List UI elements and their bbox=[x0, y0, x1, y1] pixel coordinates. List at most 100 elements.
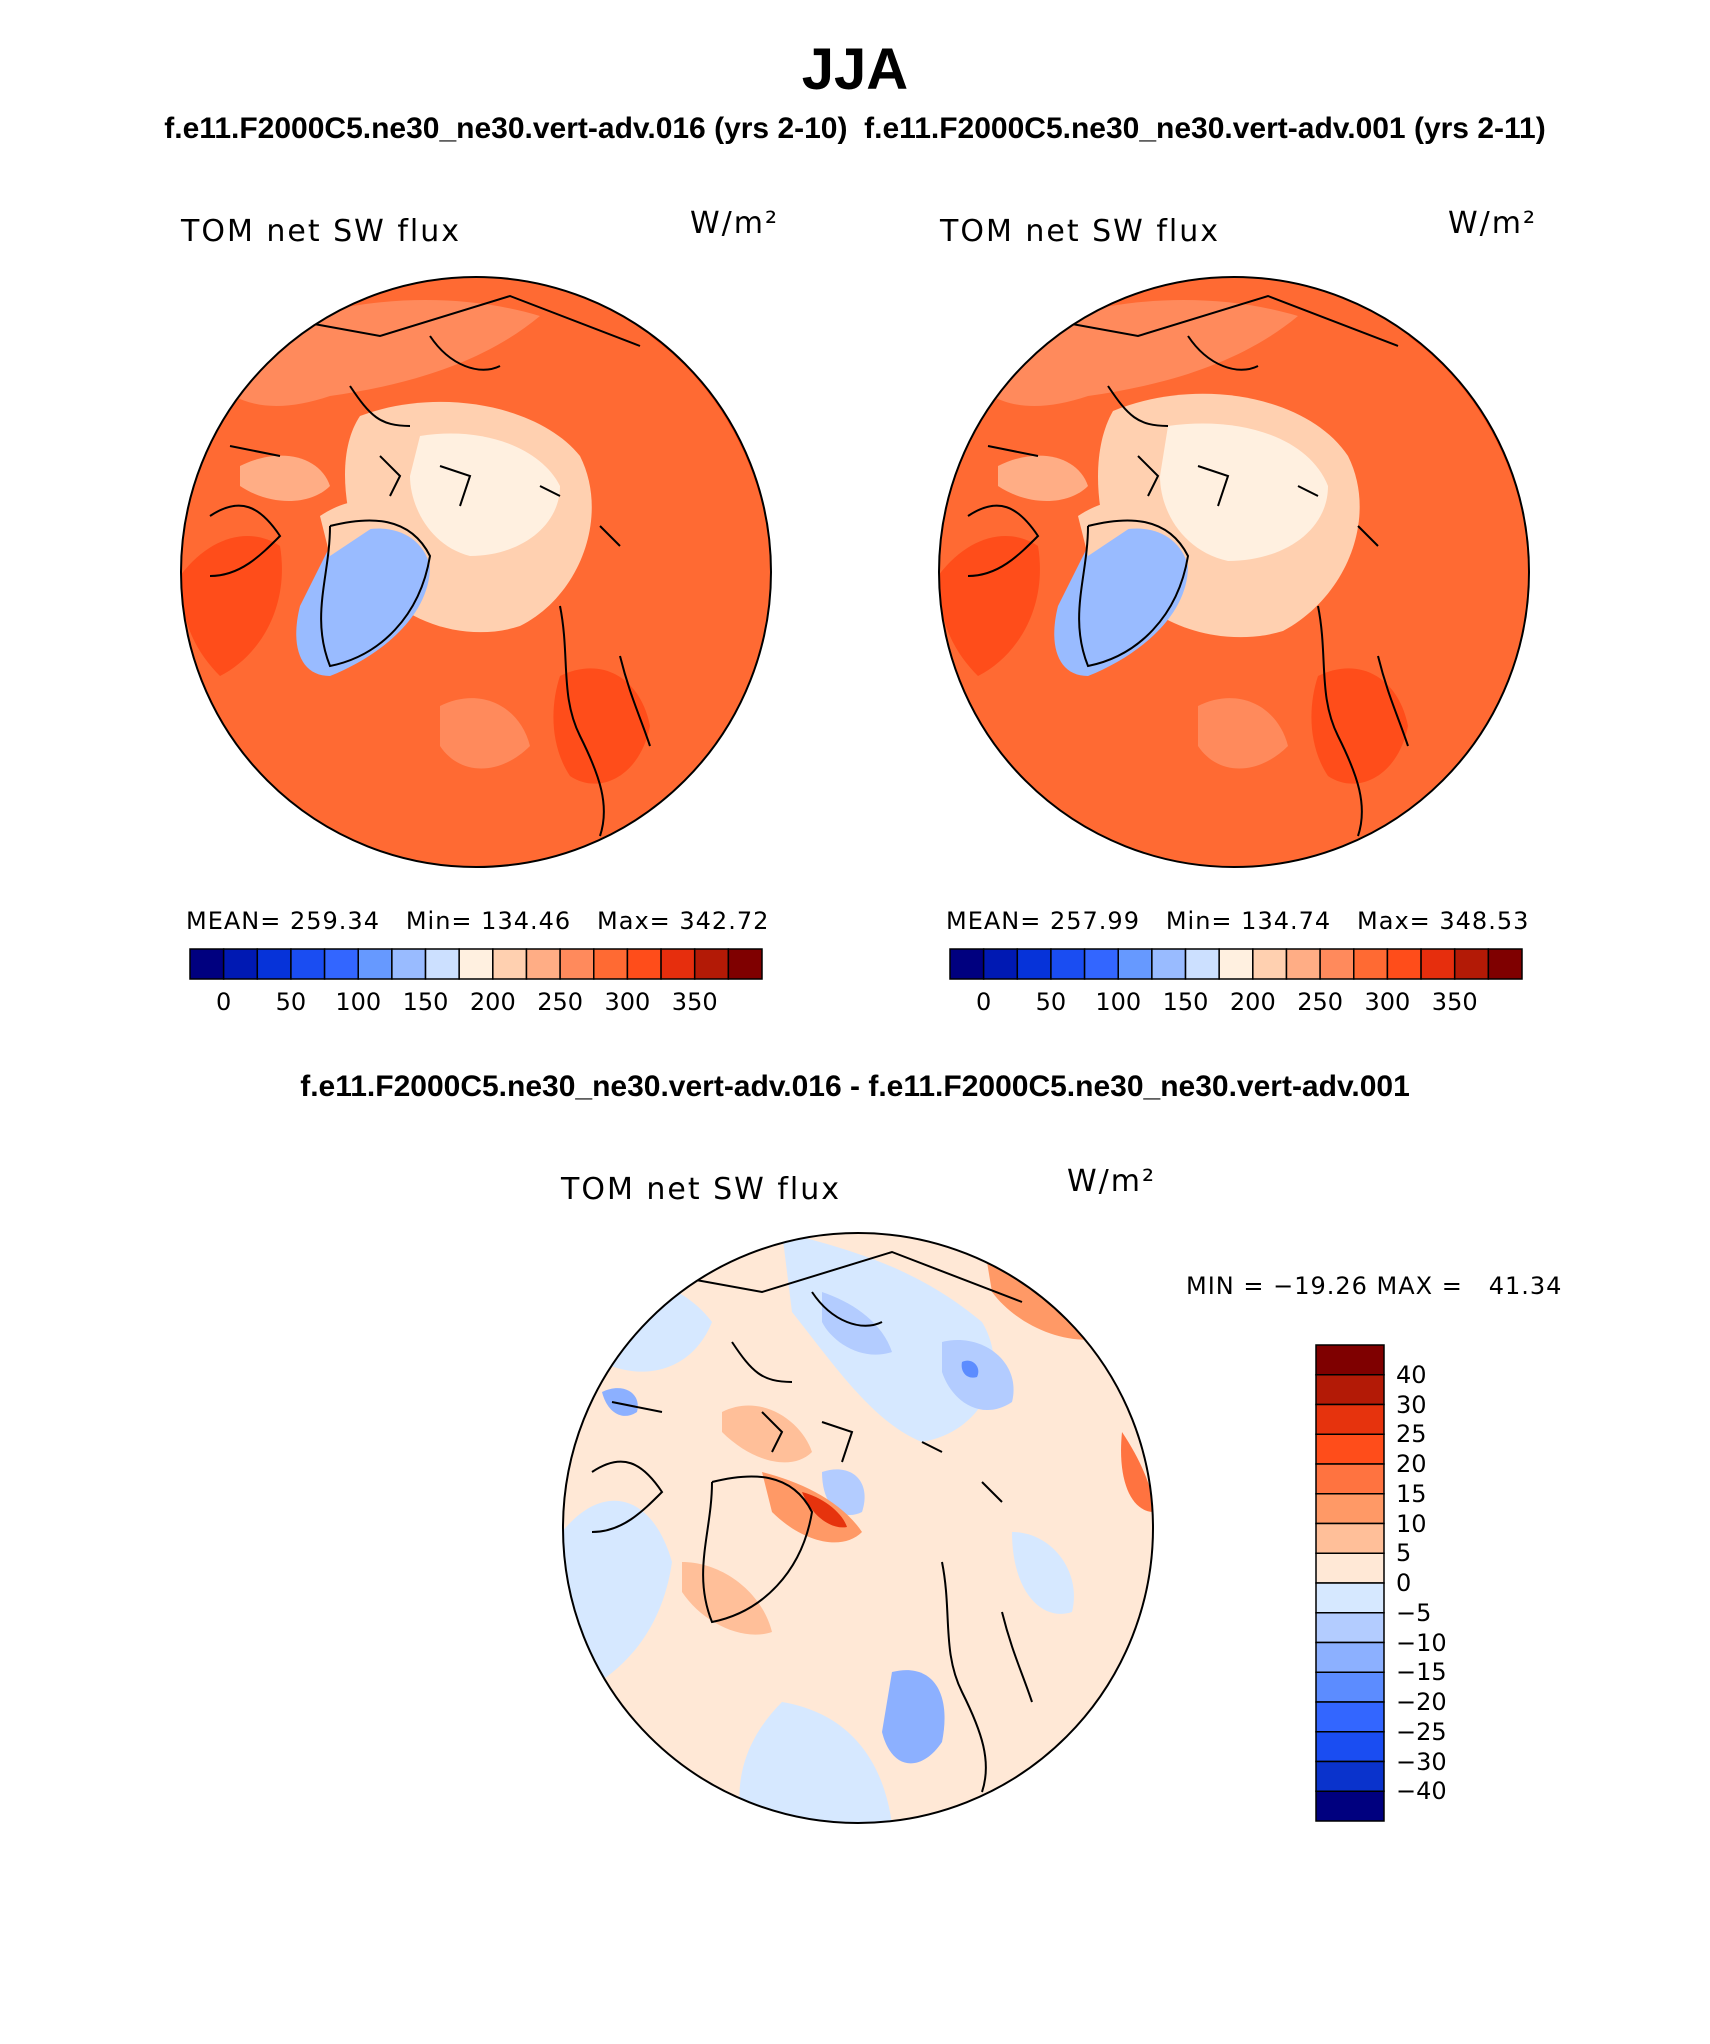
panel1-colorbar-box bbox=[593, 948, 629, 980]
panel1-map bbox=[180, 276, 772, 868]
panel1-field-label: TOM net SW flux bbox=[181, 214, 462, 249]
panel2-colorbar-box bbox=[1117, 948, 1153, 980]
panel2-colorbar-box bbox=[1050, 948, 1086, 980]
panel3-colorbar-box bbox=[1315, 1344, 1385, 1376]
panel3-colorbar-tick-label: 5 bbox=[1396, 1539, 1412, 1568]
panel2-colorbar bbox=[949, 948, 1523, 980]
panel1-colorbar-box bbox=[357, 948, 393, 980]
panel2-colorbar-box bbox=[949, 948, 985, 980]
panel3-colorbar-tick-label: −5 bbox=[1396, 1598, 1432, 1627]
panel2-colorbar-ticks: 0 50 100 150 200 250 300 350 bbox=[950, 988, 1522, 1018]
panel3-colorbar-box bbox=[1315, 1701, 1385, 1733]
panel3-colorbar-box bbox=[1315, 1582, 1385, 1614]
panel2-stats: MEAN= 257.99 Min= 134.74 Max= 348.53 bbox=[946, 907, 1530, 935]
panel3-colorbar-tick-label: 20 bbox=[1396, 1450, 1427, 1478]
panel3-colorbar-tick-label: 40 bbox=[1396, 1360, 1427, 1389]
panel2-colorbar-tick-label: 250 bbox=[1297, 988, 1344, 1016]
panel3-colorbar-tick-label: −20 bbox=[1396, 1688, 1447, 1716]
panel1-colorbar-box bbox=[290, 948, 326, 980]
panel2-colorbar-box bbox=[1083, 948, 1119, 980]
difference-title: f.e11.F2000C5.ne30_ne30.vert-adv.016 - f… bbox=[300, 1070, 1410, 1103]
panel2-colorbar-tick-label: 200 bbox=[1229, 988, 1276, 1016]
panel3-field-label: TOM net SW flux bbox=[561, 1172, 842, 1207]
panel3-colorbar-box bbox=[1315, 1403, 1385, 1435]
panel1-unit-label: W/m² bbox=[690, 206, 780, 241]
panel1-colorbar-box bbox=[222, 948, 259, 980]
panel1-colorbar-box bbox=[660, 948, 696, 980]
panel3-colorbar-box bbox=[1315, 1552, 1385, 1584]
panel3-colorbar-box bbox=[1315, 1790, 1385, 1822]
panel3-colorbar-box bbox=[1315, 1522, 1385, 1554]
case-titles: f.e11.F2000C5.ne30_ne30.vert-adv.016 (yr… bbox=[164, 112, 1546, 145]
figure-title: JJA bbox=[801, 37, 909, 102]
panel1-colorbar-box bbox=[424, 948, 460, 980]
panel2-colorbar-box bbox=[1218, 948, 1254, 980]
panel1-colorbar bbox=[189, 948, 763, 980]
panel2-colorbar-box bbox=[1151, 948, 1187, 980]
panel2-colorbar-box bbox=[1420, 948, 1456, 980]
panel1-colorbar-box bbox=[626, 948, 662, 980]
panel3-colorbar-tick-label: 0 bbox=[1396, 1569, 1412, 1597]
panel2-colorbar-box bbox=[1252, 948, 1288, 980]
panel1-colorbar-box bbox=[391, 948, 427, 980]
panel2-map bbox=[938, 276, 1530, 868]
panel1-colorbar-box bbox=[492, 948, 528, 980]
panel3-colorbar-box bbox=[1315, 1760, 1385, 1792]
panel2-colorbar-box bbox=[1386, 948, 1422, 980]
panel1-colorbar-box bbox=[189, 948, 225, 980]
panel2-colorbar-box bbox=[1016, 948, 1052, 980]
panel1-colorbar-box bbox=[727, 948, 763, 980]
panel1-colorbar-box bbox=[525, 948, 561, 980]
panel2-colorbar-box bbox=[1353, 948, 1389, 980]
panel2-colorbar-tick-label: 150 bbox=[1162, 988, 1209, 1016]
panel2-field-label: TOM net SW flux bbox=[940, 214, 1221, 249]
panel3-colorbar-tick-label: −25 bbox=[1396, 1717, 1447, 1746]
panel3-minmax: MIN = −19.26 MAX = 41.34 bbox=[1186, 1272, 1563, 1300]
panel3-colorbar bbox=[1315, 1344, 1385, 1822]
panel2-colorbar-box bbox=[1285, 948, 1321, 980]
panel1-colorbar-box bbox=[693, 948, 730, 980]
panel3-colorbar-tick-label: −15 bbox=[1396, 1658, 1447, 1687]
panel1-colorbar-box bbox=[559, 948, 595, 980]
panel1-colorbar-tick-label: 200 bbox=[469, 988, 516, 1016]
panel1-colorbar-tick-label: 100 bbox=[335, 988, 382, 1016]
panel1-colorbar-box bbox=[458, 948, 494, 980]
panel2-unit-label: W/m² bbox=[1448, 206, 1538, 241]
panel2-colorbar-box bbox=[1453, 948, 1490, 980]
panel3-colorbar-tick-label: 30 bbox=[1396, 1390, 1427, 1419]
panel2-colorbar-tick-label: 300 bbox=[1364, 988, 1411, 1016]
panel3-colorbar-box bbox=[1315, 1374, 1385, 1406]
panel3-unit-label: W/m² bbox=[1067, 1164, 1157, 1199]
panel2-colorbar-box bbox=[1184, 948, 1220, 980]
panel3-colorbar-box bbox=[1315, 1731, 1385, 1763]
panel3-colorbar-box bbox=[1315, 1612, 1385, 1644]
panel3-colorbar-tick-label: 15 bbox=[1396, 1479, 1427, 1508]
panel3-colorbar-tick-label: 25 bbox=[1396, 1420, 1427, 1449]
panel3-colorbar-box bbox=[1315, 1493, 1385, 1525]
panel2-colorbar-tick-label: 0 bbox=[976, 988, 992, 1016]
panel2-colorbar-box bbox=[982, 948, 1019, 980]
panel1-colorbar-tick-label: 150 bbox=[402, 988, 449, 1016]
panel2-colorbar-tick-label: 350 bbox=[1431, 988, 1478, 1016]
panel1-colorbar-tick-label: 0 bbox=[216, 988, 232, 1016]
panel3-colorbar-tick-label: −30 bbox=[1396, 1747, 1447, 1776]
panel2-colorbar-tick-label: 100 bbox=[1095, 988, 1142, 1016]
panel2-colorbar-box bbox=[1487, 948, 1523, 980]
panel1-colorbar-ticks: 0 50 100 150 200 250 300 350 bbox=[190, 988, 762, 1018]
panel3-colorbar-ticks: 40 30 25 20 15 10 5 0 −5 −10 −15 −20 −25 −30 −40 bbox=[1396, 1345, 1486, 1821]
panel3-colorbar-tick-label: −10 bbox=[1396, 1628, 1447, 1657]
panel3-colorbar-tick-label: −40 bbox=[1396, 1777, 1447, 1806]
panel3-colorbar-box bbox=[1315, 1671, 1385, 1703]
panel3-map bbox=[562, 1232, 1154, 1824]
panel3-colorbar-tick-label: 10 bbox=[1396, 1509, 1427, 1538]
panel1-colorbar-tick-label: 300 bbox=[604, 988, 651, 1016]
panel1-colorbar-tick-label: 250 bbox=[537, 988, 584, 1016]
panel3-colorbar-box bbox=[1315, 1463, 1385, 1495]
panel2-colorbar-tick-label: 50 bbox=[1035, 988, 1067, 1016]
panel1-colorbar-box bbox=[323, 948, 359, 980]
panel1-colorbar-box bbox=[256, 948, 292, 980]
panel1-colorbar-tick-label: 50 bbox=[275, 988, 307, 1016]
panel1-colorbar-tick-label: 350 bbox=[671, 988, 718, 1016]
panel3-colorbar-box bbox=[1315, 1641, 1385, 1673]
panel1-stats: MEAN= 259.34 Min= 134.46 Max= 342.72 bbox=[186, 907, 770, 935]
